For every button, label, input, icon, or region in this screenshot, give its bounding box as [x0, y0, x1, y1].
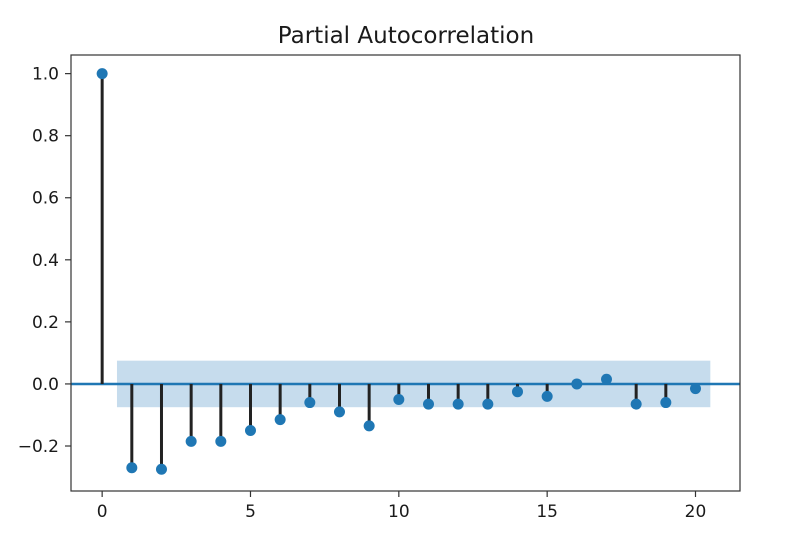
x-tick-label: 15 [536, 502, 558, 522]
x-tick-label: 10 [388, 502, 410, 522]
marker-lag-0 [96, 68, 108, 80]
marker-lag-11 [422, 398, 434, 410]
x-axis-ticks: 0 5 10 15 20 [97, 491, 707, 522]
marker-lag-18 [630, 398, 642, 410]
marker-lag-7 [304, 397, 316, 409]
y-tick-label: 0.8 [32, 127, 59, 147]
marker-lag-13 [482, 398, 494, 410]
y-tick-label: 0.0 [32, 375, 59, 395]
marker-lag-15 [541, 390, 553, 402]
chart-title: Partial Autocorrelation [278, 23, 534, 49]
x-tick-label: 20 [685, 502, 707, 522]
marker-lag-12 [452, 398, 464, 410]
stems-layer [100, 73, 697, 470]
marker-lag-1 [126, 462, 138, 474]
y-tick-label: 0.4 [32, 251, 59, 271]
marker-lag-4 [215, 435, 227, 447]
marker-lag-5 [244, 424, 256, 436]
marker-lag-17 [600, 373, 612, 385]
y-tick-label: 0.2 [32, 313, 59, 333]
marker-lag-20 [689, 383, 701, 395]
marker-lag-2 [155, 463, 167, 475]
marker-lag-8 [333, 406, 345, 418]
marker-lag-10 [393, 393, 405, 405]
marker-lag-9 [363, 420, 375, 432]
x-tick-label: 0 [97, 502, 108, 522]
y-tick-label: −0.2 [18, 437, 59, 457]
y-axis-ticks: 1.0 0.8 0.6 0.4 0.2 0.0 −0.2 [18, 65, 71, 457]
marker-lag-6 [274, 414, 286, 426]
y-tick-label: 1.0 [32, 65, 59, 85]
x-tick-label: 5 [245, 502, 256, 522]
axes-frame [70, 54, 741, 492]
y-tick-label: 0.6 [32, 189, 59, 209]
marker-lag-3 [185, 435, 197, 447]
marker-lag-19 [660, 397, 672, 409]
markers-layer [96, 68, 701, 475]
marker-lag-16 [571, 378, 583, 390]
marker-lag-14 [511, 386, 523, 398]
